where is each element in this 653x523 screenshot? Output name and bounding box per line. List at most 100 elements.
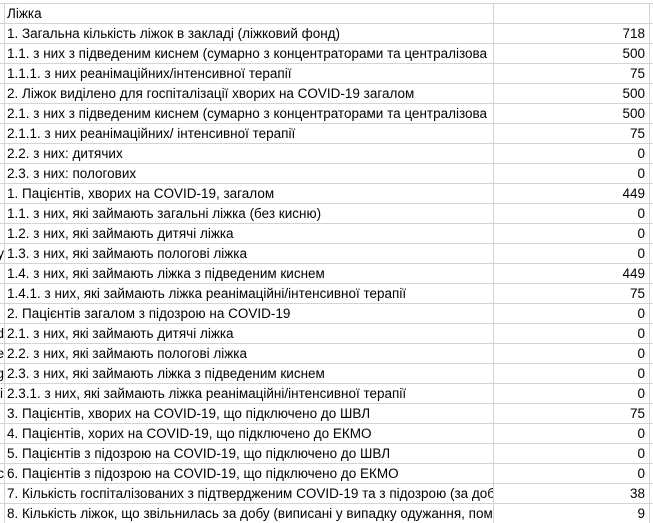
- value-cell[interactable]: 0: [494, 304, 650, 323]
- label-cell[interactable]: 1.4.1. з них, які займають ліжка реаніма…: [5, 284, 494, 303]
- column-a-cell[interactable]: [0, 204, 5, 223]
- label-cell[interactable]: 2.3. з них, які займають ліжка з підведе…: [5, 364, 494, 383]
- label-cell[interactable]: 2.2. з них, які займають пологові ліжка: [5, 344, 494, 363]
- label-cell[interactable]: 2. Ліжок виділено для госпіталізації хво…: [5, 84, 494, 103]
- value-cell[interactable]: 75: [494, 284, 650, 303]
- table-row: i 2.3.1. з них, які займають ліжка реанім…: [0, 383, 653, 403]
- label-cell[interactable]: 2.3. з них: пологових: [5, 164, 494, 183]
- column-a-cell[interactable]: d: [0, 324, 5, 343]
- value-cell[interactable]: 500: [494, 44, 650, 63]
- value-cell[interactable]: 9: [494, 504, 650, 523]
- value-cell[interactable]: 0: [494, 244, 650, 263]
- value-cell[interactable]: 718: [494, 24, 650, 43]
- value-cell[interactable]: 0: [494, 424, 650, 443]
- label-cell[interactable]: 2.1.1. з них реанімаційних/ інтенсивної …: [5, 124, 494, 143]
- column-a-cell[interactable]: [0, 424, 5, 443]
- table-row: 2.2. з них: дитячих 0: [0, 143, 653, 163]
- table-row: 1.1. з них, які займають загальні ліжка …: [0, 203, 653, 223]
- table-row: 2.3. з них: пологових 0: [0, 163, 653, 183]
- label-cell[interactable]: 2.3.1. з них, які займають ліжка реаніма…: [5, 384, 494, 403]
- table-row: g2.3. з них, які займають ліжка з підвед…: [0, 363, 653, 383]
- column-a-cell[interactable]: [0, 84, 5, 103]
- column-a-cell[interactable]: [0, 24, 5, 43]
- label-cell[interactable]: 4. Пацієнтів, хорих на COVID-19, що підк…: [5, 424, 494, 443]
- value-cell[interactable]: 75: [494, 404, 650, 423]
- column-a-cell[interactable]: [0, 404, 5, 423]
- column-a-cell[interactable]: g: [0, 364, 5, 383]
- value-cell[interactable]: [494, 4, 650, 23]
- value-cell[interactable]: 449: [494, 184, 650, 203]
- column-a-cell[interactable]: [0, 144, 5, 163]
- column-a-cell[interactable]: e: [0, 344, 5, 363]
- table-row: 2.1.1. з них реанімаційних/ інтенсивної …: [0, 123, 653, 143]
- table-row: 1.4.1. з них, які займають ліжка реаніма…: [0, 283, 653, 303]
- table-row: e2.2. з них, які займають пологові ліжка…: [0, 343, 653, 363]
- table-row: 1.4. з них, які займають ліжка з підведе…: [0, 263, 653, 283]
- column-a-cell[interactable]: i: [0, 384, 5, 403]
- column-a-cell[interactable]: [0, 104, 5, 123]
- table-row: y1.3. з них, які займають пологові ліжка…: [0, 243, 653, 263]
- value-cell[interactable]: 0: [494, 204, 650, 223]
- table-row: c6. Пацієнтів з підозрою на COVID-19, що…: [0, 463, 653, 483]
- value-cell[interactable]: 449: [494, 264, 650, 283]
- column-a-cell[interactable]: c: [0, 464, 5, 483]
- label-cell[interactable]: 1. Загальна кількість ліжок в закладі (л…: [5, 24, 494, 43]
- label-cell[interactable]: 6. Пацієнтів з підозрою на COVID-19, що …: [5, 464, 494, 483]
- table-row: 2. Пацієнтів загалом з підозрою на COVID…: [0, 303, 653, 323]
- table-row: 2.1. з них з підведеним киснем (сумарно …: [0, 103, 653, 123]
- value-cell[interactable]: 0: [494, 464, 650, 483]
- label-cell[interactable]: 1.1. з них, які займають загальні ліжка …: [5, 204, 494, 223]
- label-cell[interactable]: 1.3. з них, які займають пологові ліжка: [5, 244, 494, 263]
- value-cell[interactable]: 500: [494, 104, 650, 123]
- value-cell[interactable]: 0: [494, 384, 650, 403]
- value-cell[interactable]: 0: [494, 364, 650, 383]
- label-cell[interactable]: 1.2. з них, які займають дитячі ліжка: [5, 224, 494, 243]
- column-a-cell[interactable]: [0, 504, 5, 523]
- table-row: 1.2. з них, які займають дитячі ліжка 0: [0, 223, 653, 243]
- label-cell[interactable]: 8. Кількість ліжок, що звільнилась за до…: [7, 504, 494, 523]
- value-cell[interactable]: 0: [494, 324, 650, 343]
- column-a-cell[interactable]: [0, 184, 5, 203]
- value-cell[interactable]: 500: [494, 84, 650, 103]
- column-a-cell[interactable]: [0, 284, 5, 303]
- label-cell[interactable]: 5. Пацієнтів з підозрою на COVID-19, що …: [5, 444, 494, 463]
- value-cell[interactable]: 0: [494, 144, 650, 163]
- column-a-cell[interactable]: [0, 164, 5, 183]
- label-cell[interactable]: 1.1.1. з них реанімаційних/інтенсивної т…: [5, 64, 494, 83]
- table-row: 4. Пацієнтів, хорих на COVID-19, що підк…: [0, 423, 653, 443]
- column-a-cell[interactable]: [0, 444, 5, 463]
- table-row: 3. Пацієнтів, хворих на COVID-19, що під…: [0, 403, 653, 423]
- label-cell[interactable]: 2. Пацієнтів загалом з підозрою на COVID…: [5, 304, 494, 323]
- column-a-cell[interactable]: [0, 484, 5, 503]
- label-cell[interactable]: 7. Кількість госпіталізованих з підтверд…: [7, 484, 494, 503]
- column-a-cell[interactable]: [0, 4, 5, 23]
- spreadsheet-grid: Ліжка 1. Загальна кількість ліжок в закла…: [0, 3, 653, 523]
- label-cell[interactable]: 1.1. з них з підведеним киснем (сумарно …: [5, 44, 494, 63]
- column-a-cell[interactable]: [0, 44, 5, 63]
- column-a-cell[interactable]: y: [0, 244, 5, 263]
- table-row: 1. Загальна кількість ліжок в закладі (л…: [0, 23, 653, 43]
- value-cell[interactable]: 0: [494, 164, 650, 183]
- value-cell[interactable]: 0: [494, 344, 650, 363]
- label-cell[interactable]: 2.2. з них: дитячих: [5, 144, 494, 163]
- label-cell[interactable]: 3. Пацієнтів, хворих на COVID-19, що під…: [5, 404, 494, 423]
- value-cell[interactable]: 75: [494, 124, 650, 143]
- value-cell[interactable]: 75: [494, 64, 650, 83]
- value-cell[interactable]: 38: [494, 484, 650, 503]
- label-cell[interactable]: Ліжка: [5, 4, 494, 23]
- table-row: 2. Ліжок виділено для госпіталізації хво…: [0, 83, 653, 103]
- column-a-cell[interactable]: [0, 224, 5, 243]
- table-row: Ліжка: [0, 3, 653, 23]
- label-cell[interactable]: 2.1. з них з підведеним киснем (сумарно …: [5, 104, 494, 123]
- column-a-cell[interactable]: [0, 304, 5, 323]
- column-a-cell[interactable]: [0, 264, 5, 283]
- column-a-cell[interactable]: [0, 124, 5, 143]
- label-cell[interactable]: 2.1. з них, які займають дитячі ліжка: [5, 324, 494, 343]
- value-cell[interactable]: 0: [494, 444, 650, 463]
- value-cell[interactable]: 0: [494, 224, 650, 243]
- column-a-cell[interactable]: [0, 64, 5, 83]
- label-cell[interactable]: 1. Пацієнтів, хворих на COVID-19, загало…: [5, 184, 494, 203]
- table-row: 1. Пацієнтів, хворих на COVID-19, загало…: [0, 183, 653, 203]
- label-cell[interactable]: 1.4. з них, які займають ліжка з підведе…: [5, 264, 494, 283]
